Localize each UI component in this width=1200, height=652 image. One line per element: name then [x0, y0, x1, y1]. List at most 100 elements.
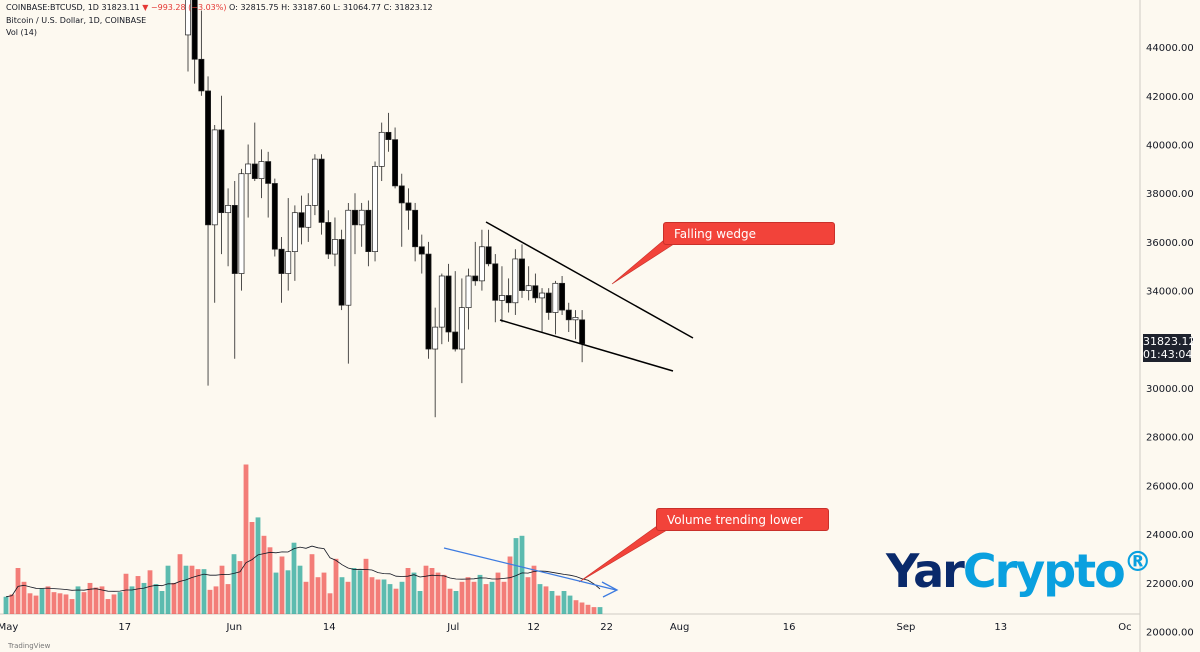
volume-bar [273, 572, 279, 614]
volume-bar [441, 574, 447, 614]
price-tick-label: 26000.00 [1146, 481, 1194, 492]
time-tick-label: Jun [225, 622, 242, 633]
price-tick-label: 38000.00 [1146, 189, 1194, 200]
time-axis[interactable]: May 17 Jun 14 Jul 12 22 Aug 16 Sep 13 Oc [0, 622, 1132, 633]
volume-bar [477, 574, 483, 614]
last-price: 31823.11 [101, 3, 140, 12]
volume-bars [3, 464, 603, 614]
volume-bar [297, 565, 303, 614]
candle-body [332, 239, 338, 255]
volume-bar [207, 589, 213, 614]
candle-body [485, 246, 492, 265]
chart-title: Bitcoin / U.S. Dollar, 1D, COINBASE [6, 16, 147, 25]
volume-bar [435, 572, 441, 614]
symbol-label: COINBASE:BTCUSD, 1D [6, 3, 99, 12]
wedge-callout-pointer [611, 239, 675, 285]
volume-bar [33, 595, 39, 614]
time-tick-label: 13 [994, 622, 1007, 633]
candle-body [218, 129, 225, 214]
candle-body [291, 212, 298, 252]
candle-body [191, 0, 198, 60]
candle-body [552, 282, 559, 313]
candle-body [325, 222, 332, 255]
candle-body [392, 139, 399, 187]
candle-body [458, 307, 465, 350]
volume-bar [555, 595, 561, 614]
logo-registered-mark: ® [1123, 545, 1152, 578]
price-tick-label: 36000.00 [1146, 238, 1194, 249]
tradingview-credit[interactable]: TradingView [8, 642, 51, 650]
volume-bar [549, 591, 555, 614]
candle-body [265, 161, 272, 184]
volume-bar [111, 594, 117, 614]
volume-bar [183, 565, 189, 614]
candle-body [238, 173, 245, 274]
volume-bar [357, 570, 363, 614]
candle-body [445, 275, 452, 333]
candle-body [418, 246, 425, 255]
volume-bar [369, 577, 375, 614]
volume-bar [201, 569, 207, 614]
volume-bar [495, 572, 501, 614]
volume-bar [237, 561, 243, 614]
volume-bar [9, 594, 15, 614]
price-tick-label: 42000.00 [1146, 92, 1194, 103]
candle-body [432, 326, 439, 350]
volume-bar [45, 586, 51, 614]
price-tag-value: 31823.12 [1143, 335, 1196, 348]
volume-bar [339, 577, 345, 614]
volume-bar [285, 570, 291, 614]
candle-body [345, 209, 352, 306]
volume-bar [399, 581, 405, 614]
candle-body [298, 212, 305, 228]
volume-indicator-label[interactable]: Vol (14) [6, 28, 37, 37]
ohlc-close: C: 31823.12 [383, 3, 433, 12]
volume-bar [69, 599, 75, 614]
falling-wedge-annotation[interactable]: Falling wedge [663, 222, 835, 245]
volume-bar [105, 599, 111, 614]
candle-body [311, 158, 318, 206]
volume-bar [117, 592, 123, 614]
volume-bar [129, 586, 135, 614]
volume-bar [165, 565, 171, 614]
time-tick-label: May [0, 622, 18, 633]
candle-body [285, 251, 292, 274]
volume-bar [489, 581, 495, 614]
volume-bar [123, 573, 129, 614]
volume-bar [519, 535, 525, 614]
volume-callout-pointer [578, 525, 668, 583]
last-price-tag: 31823.12 01:43:04 [1143, 334, 1196, 362]
volume-bar [219, 565, 225, 614]
volume-bar [195, 569, 201, 614]
volume-bar [591, 607, 597, 614]
candle-body [352, 209, 358, 226]
volume-bar [57, 593, 63, 614]
volume-bar [159, 591, 165, 614]
volume-bar [411, 572, 417, 614]
candles [185, 0, 586, 418]
volume-bar [51, 592, 57, 614]
volume-bar [417, 591, 423, 614]
price-tick-label: 28000.00 [1146, 433, 1194, 444]
candle-body [398, 185, 405, 204]
volume-bar [405, 568, 411, 614]
volume-bar [15, 568, 21, 614]
volume-bar [309, 554, 315, 614]
price-tick-label: 30000.00 [1146, 384, 1194, 395]
chart-header-symbol: COINBASE:BTCUSD, 1D 31823.11 ▼ −993.28 (… [6, 3, 433, 12]
volume-trend-annotation[interactable]: Volume trending lower [656, 508, 829, 531]
volume-bar [561, 591, 567, 614]
price-tick-label: 24000.00 [1146, 530, 1194, 541]
volume-bar [597, 607, 603, 614]
candle-body [205, 90, 211, 226]
ohlc-low: L: 31064.77 [333, 3, 382, 12]
volume-bar [249, 522, 255, 614]
volume-bar [363, 558, 369, 614]
candle-body [278, 248, 285, 274]
volume-bar [387, 584, 393, 614]
ohlc-high: H: 33187.60 [281, 3, 331, 12]
volume-bar [225, 584, 231, 614]
volume-bar [471, 581, 477, 614]
candle-body [378, 131, 385, 167]
